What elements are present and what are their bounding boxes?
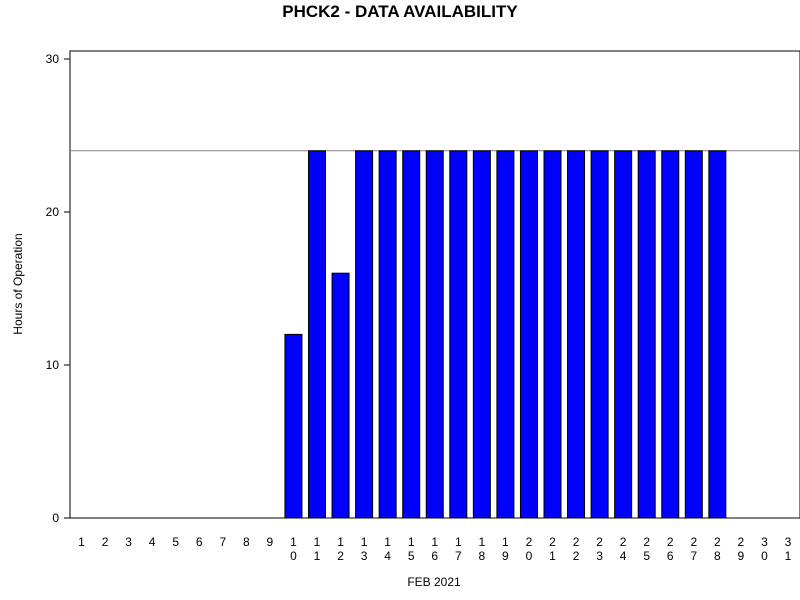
bar-day-28: [708, 150, 727, 519]
x-tick-label: 8: [243, 535, 250, 549]
x-tick-label: 1: [78, 535, 85, 549]
bar-day-16: [425, 150, 444, 519]
x-tick-label: 9: [267, 535, 274, 549]
x-axis: 1 2 3 4 5 6 7 8 9 1 01 11 21 31 41 51 61 71 81 92 02 12 22 32 42…: [78, 535, 792, 563]
y-tick-label: 0: [52, 511, 59, 525]
bar-day-14: [378, 150, 397, 519]
x-tick-label: 4: [149, 535, 156, 549]
bar-day-27: [684, 150, 703, 519]
bar-day-25: [637, 150, 656, 519]
y-tick-label: 20: [46, 205, 60, 219]
x-axis-label: FEB 2021: [407, 575, 461, 589]
bar-day-24: [614, 150, 633, 519]
bar-day-22: [567, 150, 586, 519]
y-tick-label: 30: [46, 52, 60, 66]
y-tick-label: 10: [46, 358, 60, 372]
bars: [284, 150, 727, 519]
y-axis: 0 10 20 30: [46, 52, 70, 525]
bar-day-12: [331, 272, 350, 519]
bar-day-26: [661, 150, 680, 519]
bar-day-11: [308, 150, 326, 519]
bar-day-13: [355, 150, 374, 519]
bar-day-18: [472, 150, 491, 519]
bar-day-21: [543, 150, 562, 519]
bar-day-15: [402, 150, 421, 519]
chart-title: PHCK2 - DATA AVAILABILITY: [282, 2, 518, 21]
x-tick-label: 6: [196, 535, 203, 549]
x-tick-label: 2: [102, 535, 109, 549]
bar-day-20: [519, 150, 538, 519]
x-tick-label: 3: [125, 535, 132, 549]
bar-day-23: [590, 150, 609, 519]
bar-day-17: [449, 150, 468, 519]
bar-day-10: [284, 333, 303, 519]
y-axis-label: Hours of Operation: [11, 233, 25, 334]
x-tick-label: 5: [172, 535, 179, 549]
x-tick-label: 7: [219, 535, 226, 549]
bar-day-19: [496, 150, 515, 519]
